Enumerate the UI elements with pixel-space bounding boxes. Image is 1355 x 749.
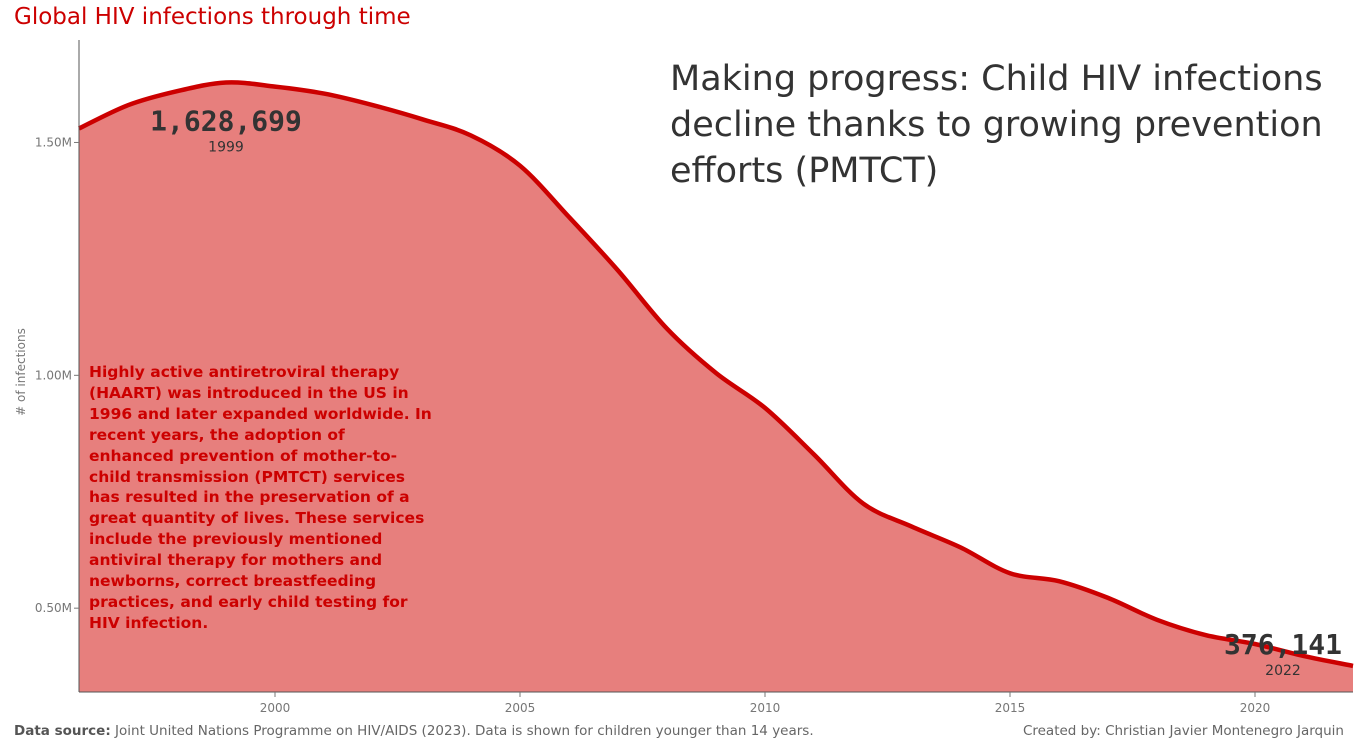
credit-footer: Created by: Christian Javier Montenegro … (1022, 723, 1344, 739)
x-tick-label: 2020 (1240, 701, 1271, 715)
infections-area (79, 82, 1353, 692)
callout-value: 1,628,699 (150, 105, 302, 138)
data-source-text: Joint United Nations Programme on HIV/AI… (115, 723, 814, 739)
chart-headline: Making progress: Child HIV infections de… (670, 59, 1323, 191)
y-tick-label: 1.00M (35, 368, 72, 382)
callout-year: 2022 (1265, 663, 1301, 679)
y-tick-label: 1.50M (35, 135, 72, 149)
x-tick-label: 2015 (995, 701, 1026, 715)
data-source-footer: Data source: Joint United Nations Progra… (14, 723, 814, 739)
x-tick-label: 2005 (505, 701, 536, 715)
data-source-label: Data source: (14, 723, 111, 739)
x-axis-ticks: 2000 2005 2010 2015 2020 (260, 692, 1271, 715)
y-axis-ticks: 0.50M 1.00M 1.50M (35, 135, 79, 615)
callout-value: 376,141 (1224, 628, 1342, 661)
infections-line (78, 80, 1354, 669)
x-tick-label: 2010 (750, 701, 781, 715)
page-title: Global HIV infections through time (14, 4, 411, 30)
callout-year: 1999 (208, 140, 244, 156)
y-tick-label: 0.50M (35, 601, 72, 615)
haart-annotation: Highly active antiretroviral therapy (HA… (89, 363, 432, 632)
x-tick-label: 2000 (260, 701, 291, 715)
callouts: 1,628,699 1999 376,141 2022 (150, 105, 1342, 679)
y-axis-title: # of infections (14, 328, 28, 416)
